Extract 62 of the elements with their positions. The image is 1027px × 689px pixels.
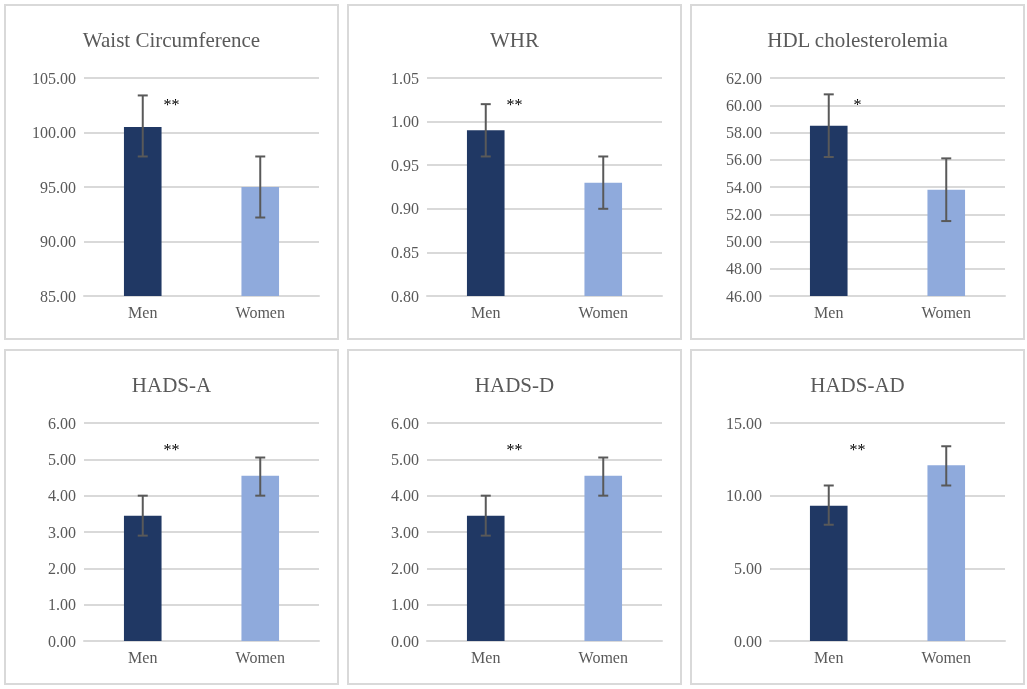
chart-title: HADS-D <box>474 372 555 396</box>
y-tick-label: 2.00 <box>48 559 76 577</box>
x-tick-label: Men <box>128 648 158 665</box>
y-tick-label: 5.00 <box>391 450 419 468</box>
chart-title: Waist Circumference <box>82 27 261 52</box>
x-tick-label: Women <box>578 303 628 321</box>
x-tick-label: Men <box>128 303 158 321</box>
annotation: ** <box>506 95 523 113</box>
y-tick-label: 0.00 <box>48 632 76 649</box>
y-tick-label: 15.00 <box>726 414 762 431</box>
y-tick-label: 6.00 <box>391 414 419 431</box>
annotation: ** <box>163 95 180 113</box>
chart-title: HADS-AD <box>810 372 905 396</box>
y-tick-label: 1.00 <box>48 595 76 613</box>
y-tick-label: 10.00 <box>726 486 762 504</box>
y-tick-label: 0.00 <box>734 632 762 649</box>
y-tick-label: 5.00 <box>48 450 76 468</box>
y-tick-label: 4.00 <box>48 486 76 504</box>
y-tick-label: 1.00 <box>391 113 419 131</box>
x-tick-label: Men <box>814 648 844 665</box>
x-tick-label: Men <box>814 303 844 321</box>
y-tick-label: 2.00 <box>391 559 419 577</box>
y-tick-label: 56.00 <box>726 151 762 169</box>
y-tick-label: 1.05 <box>391 69 419 87</box>
y-tick-label: 90.00 <box>40 233 76 250</box>
y-tick-label: 50.00 <box>726 233 762 250</box>
y-tick-label: 62.00 <box>726 69 762 87</box>
annotation: ** <box>163 440 180 457</box>
x-tick-label: Women <box>921 648 971 665</box>
x-tick-label: Women <box>921 303 971 321</box>
x-tick-label: Women <box>578 648 628 665</box>
x-tick-label: Men <box>471 648 501 665</box>
y-tick-label: 85.00 <box>40 287 76 305</box>
chart-title: HADS-A <box>131 372 212 396</box>
y-tick-label: 3.00 <box>48 523 76 540</box>
y-tick-label: 54.00 <box>726 178 762 196</box>
x-tick-label: Women <box>235 303 285 321</box>
y-tick-label: 5.00 <box>734 559 762 577</box>
y-tick-label: 105.00 <box>32 69 76 87</box>
y-tick-label: 0.85 <box>391 243 419 261</box>
y-tick-label: 60.00 <box>726 96 762 114</box>
annotation: ** <box>506 440 523 457</box>
y-tick-label: 1.00 <box>391 595 419 613</box>
x-tick-label: Men <box>471 303 501 321</box>
annotation: * <box>853 95 862 113</box>
y-tick-label: 3.00 <box>391 523 419 540</box>
y-tick-label: 0.80 <box>391 287 419 305</box>
y-tick-label: 0.00 <box>391 632 419 649</box>
annotation: ** <box>849 440 866 457</box>
y-tick-label: 52.00 <box>726 205 762 223</box>
y-tick-label: 6.00 <box>48 414 76 431</box>
y-tick-label: 0.90 <box>391 200 419 218</box>
chart-title: HDL cholesterolemia <box>767 27 949 52</box>
y-tick-label: 95.00 <box>40 178 76 196</box>
y-tick-label: 58.00 <box>726 124 762 141</box>
y-tick-label: 100.00 <box>32 124 76 141</box>
y-tick-label: 0.95 <box>391 156 419 174</box>
y-tick-label: 46.00 <box>726 287 762 305</box>
chart-title: WHR <box>490 27 539 52</box>
y-tick-label: 4.00 <box>391 486 419 504</box>
x-tick-label: Women <box>235 648 285 665</box>
y-tick-label: 48.00 <box>726 260 762 278</box>
